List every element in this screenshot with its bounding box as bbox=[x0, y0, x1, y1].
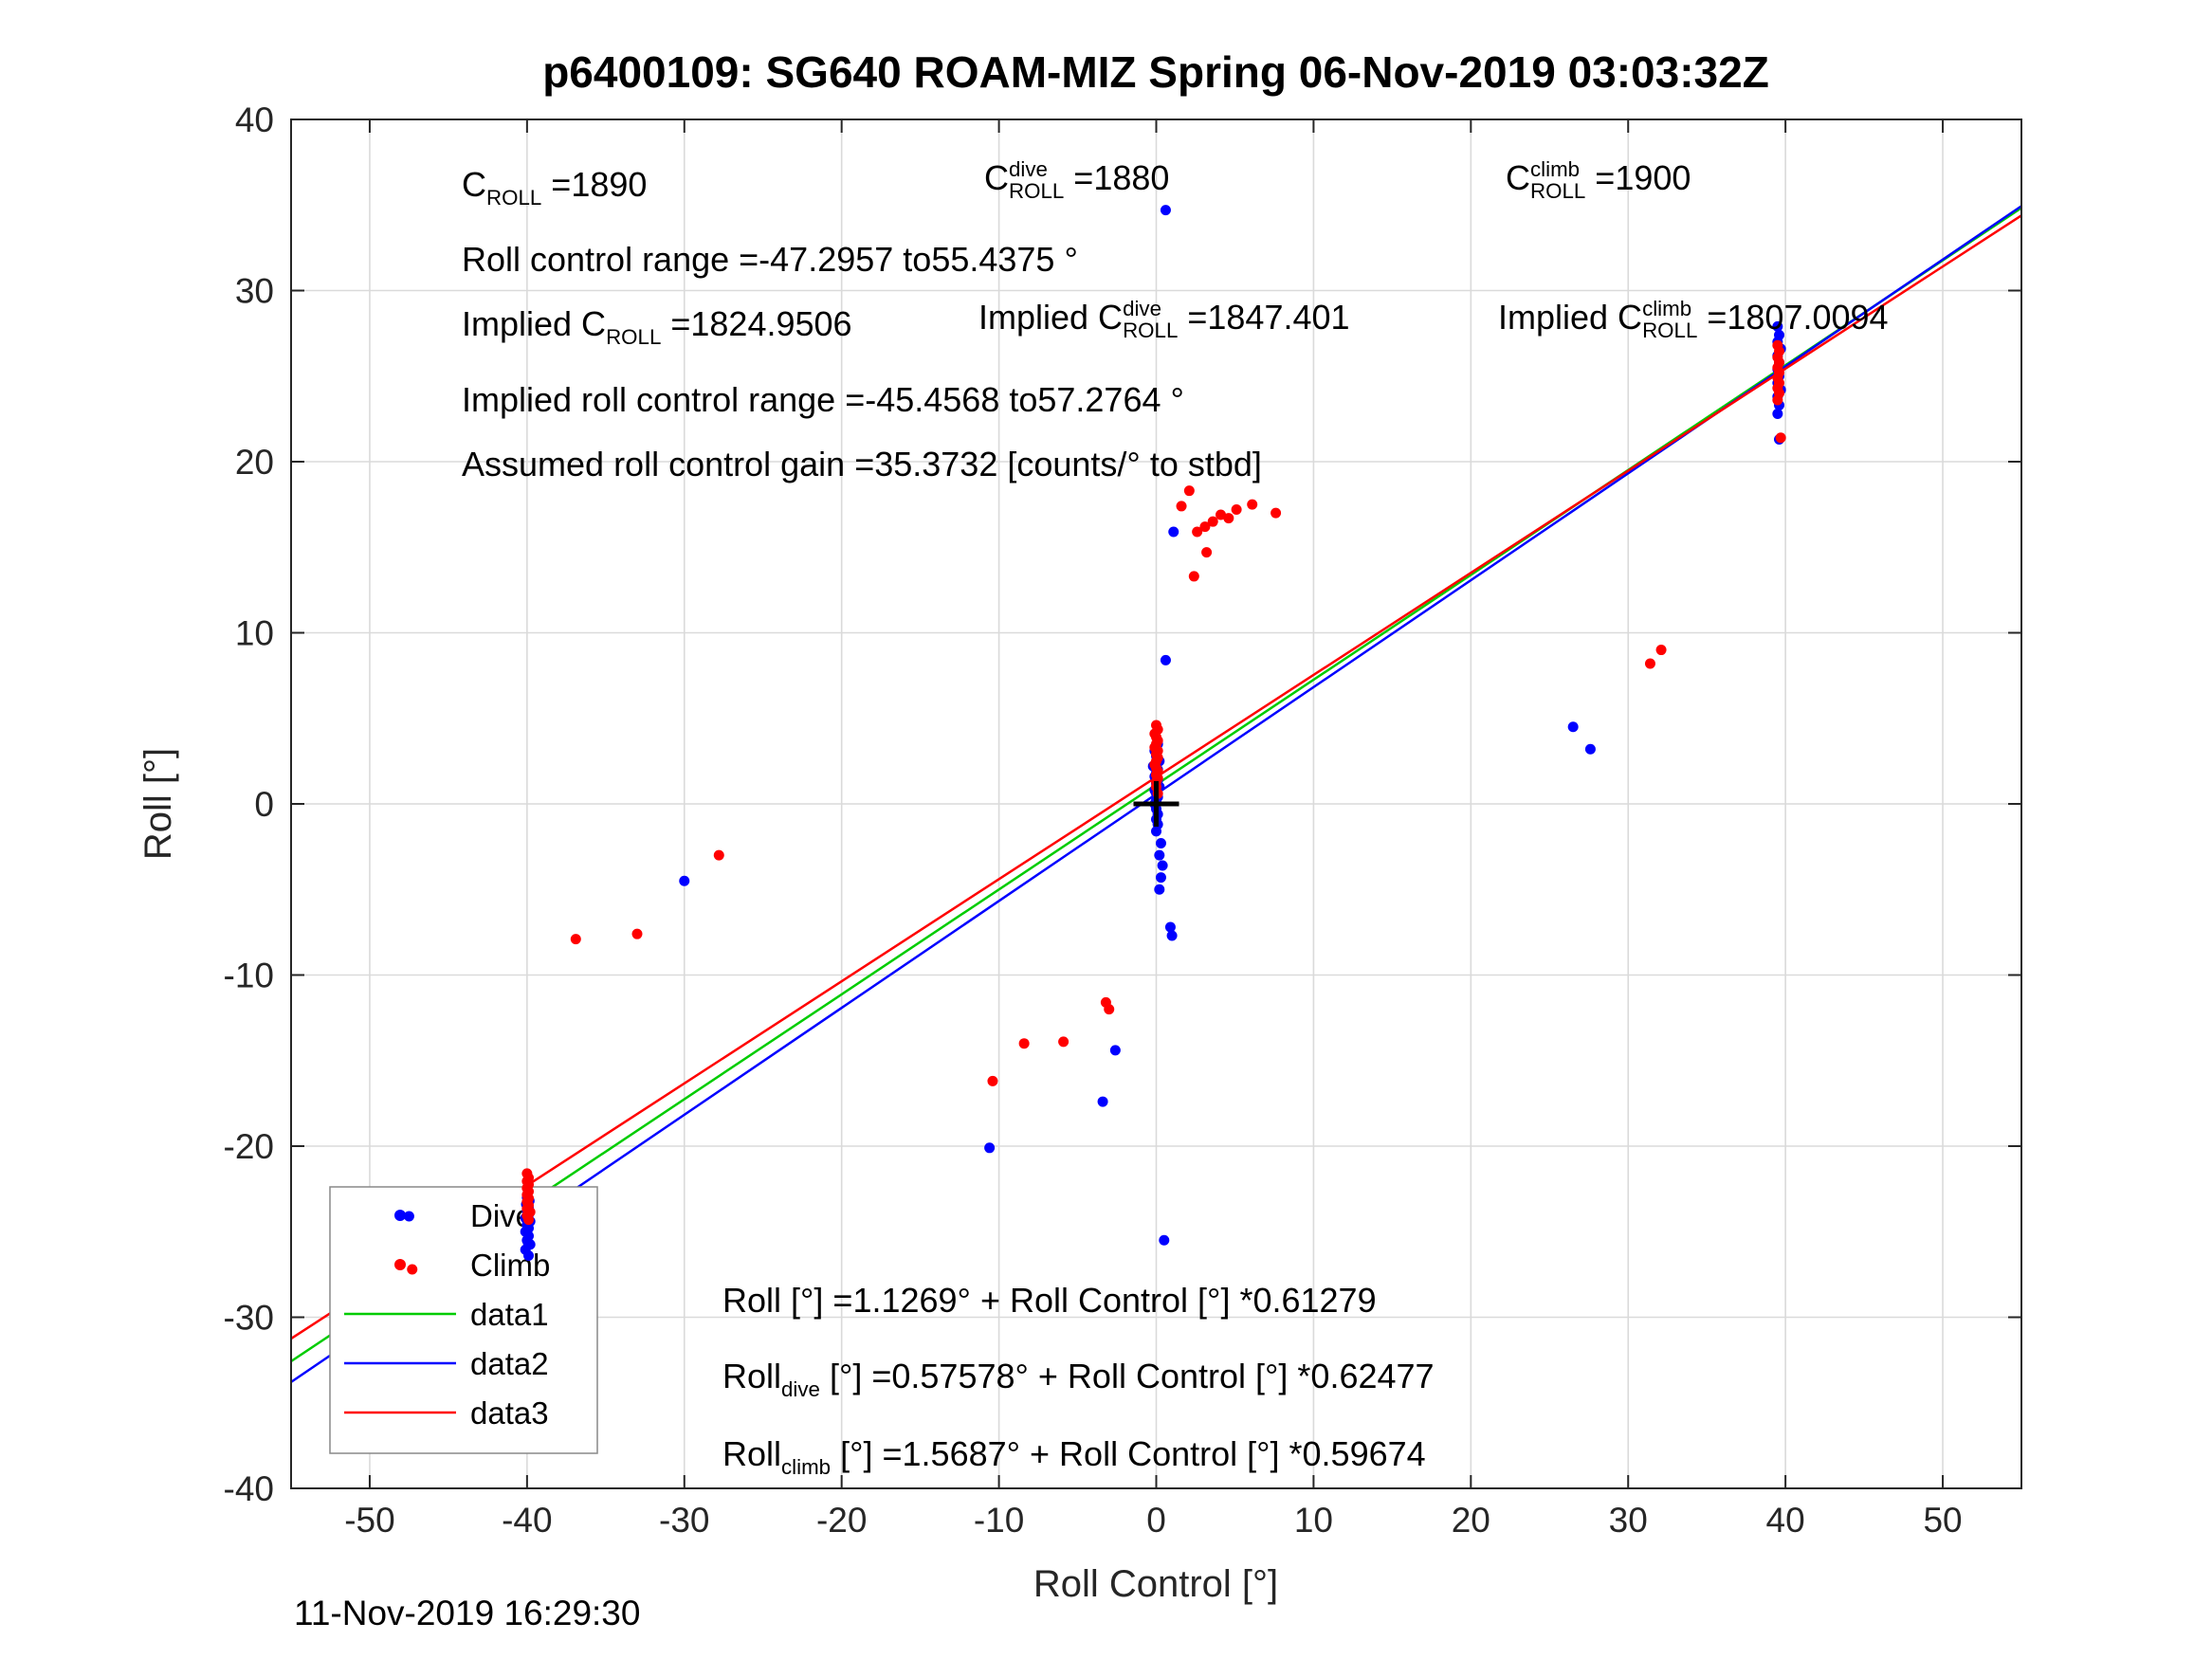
scatter-point-climb bbox=[1018, 1038, 1030, 1049]
scatter-point-climb bbox=[1192, 526, 1203, 538]
scatter-point-climb bbox=[1223, 513, 1234, 524]
scatter-point-dive bbox=[1166, 930, 1178, 941]
scatter-point-climb bbox=[521, 1168, 533, 1179]
scatter-point-dive bbox=[679, 875, 690, 886]
y-tick-label: 40 bbox=[235, 100, 274, 139]
scatter-point-climb bbox=[1247, 499, 1258, 510]
y-tick-label: -40 bbox=[224, 1469, 274, 1508]
scatter-point-dive bbox=[522, 1236, 534, 1248]
scatter-point-dive bbox=[1168, 526, 1179, 538]
scatter-point-dive bbox=[1154, 884, 1165, 895]
scatter-point-dive bbox=[521, 1224, 533, 1235]
scatter-point-climb bbox=[1271, 507, 1282, 519]
y-tick-label: -20 bbox=[224, 1127, 274, 1166]
y-axis-label: Roll [°] bbox=[137, 748, 179, 860]
scatter-point-dive bbox=[1097, 1096, 1108, 1107]
x-tick-label: -20 bbox=[816, 1501, 867, 1540]
x-tick-label: 20 bbox=[1452, 1501, 1490, 1540]
scatter-point-climb bbox=[1176, 501, 1187, 512]
scatter-point-dive bbox=[984, 1142, 996, 1154]
scatter-point-climb bbox=[1775, 432, 1786, 444]
y-tick-label: 30 bbox=[235, 272, 274, 311]
scatter-point-climb bbox=[1644, 658, 1655, 669]
scatter-point-climb bbox=[1772, 394, 1783, 406]
scatter-point-dive bbox=[1772, 408, 1783, 419]
scatter-point-climb bbox=[1188, 571, 1199, 582]
scatter-point-climb bbox=[631, 928, 643, 939]
legend-label-climb: Climb bbox=[470, 1248, 550, 1283]
scatter-point-dive bbox=[1159, 1234, 1170, 1246]
scatter-point-climb bbox=[1207, 516, 1218, 527]
legend-marker-climb bbox=[394, 1259, 406, 1270]
scatter-point-climb bbox=[1231, 504, 1242, 516]
scatter-point-climb bbox=[407, 1264, 418, 1275]
scatter-point-climb bbox=[1183, 485, 1195, 497]
x-tick-label: 0 bbox=[1146, 1501, 1166, 1540]
scatter-point-climb bbox=[1216, 509, 1227, 520]
y-tick-label: 10 bbox=[235, 614, 274, 653]
scatter-point-dive bbox=[1160, 654, 1171, 665]
scatter-point-dive bbox=[1567, 721, 1579, 733]
scatter-point-dive bbox=[1584, 743, 1596, 755]
scatter-point-dive bbox=[1155, 872, 1166, 884]
scatter-point-climb bbox=[570, 934, 581, 945]
legend-label-data2: data2 bbox=[470, 1346, 549, 1381]
scatter-point-dive bbox=[1109, 1045, 1121, 1056]
scatter-point-dive bbox=[1154, 849, 1165, 861]
scatter-point-dive bbox=[1155, 838, 1166, 849]
scatter-point-dive bbox=[403, 1211, 414, 1222]
x-tick-label: 30 bbox=[1609, 1501, 1648, 1540]
scatter-point-dive bbox=[1157, 860, 1168, 871]
x-tick-label: 10 bbox=[1294, 1501, 1333, 1540]
legend-label-data3: data3 bbox=[470, 1395, 549, 1431]
scatter-point-dive bbox=[1772, 320, 1783, 332]
legend-box bbox=[329, 1186, 598, 1454]
scatter-point-climb bbox=[1655, 645, 1667, 656]
scatter-point-climb bbox=[987, 1075, 998, 1086]
x-tick-label: -30 bbox=[659, 1501, 709, 1540]
scatter-point-climb bbox=[1100, 996, 1111, 1008]
scatter-point-climb bbox=[1201, 547, 1213, 558]
x-tick-label: -40 bbox=[502, 1501, 552, 1540]
y-tick-label: 20 bbox=[235, 443, 274, 482]
scatter-point-dive bbox=[1151, 826, 1161, 837]
y-tick-label: 0 bbox=[254, 785, 274, 824]
y-tick-label: -30 bbox=[224, 1299, 274, 1338]
scatter-point-dive bbox=[1160, 205, 1171, 216]
chart-title: p6400109: SG640 ROAM-MIZ Spring 06-Nov-2… bbox=[542, 47, 1769, 97]
scatter-point-climb bbox=[1058, 1036, 1069, 1048]
x-axis-label: Roll Control [°] bbox=[1033, 1563, 1278, 1605]
legend-label-data1: data1 bbox=[470, 1297, 549, 1332]
scatter-point-dive bbox=[1164, 921, 1176, 933]
x-tick-label: -50 bbox=[344, 1501, 394, 1540]
scatter-point-climb bbox=[713, 849, 724, 861]
timestamp: 11-Nov-2019 16:29:30 bbox=[294, 1594, 640, 1632]
x-tick-label: 50 bbox=[1923, 1501, 1962, 1540]
x-tick-label: -10 bbox=[974, 1501, 1024, 1540]
y-tick-label: -10 bbox=[224, 957, 274, 995]
legend-marker-dive bbox=[394, 1210, 406, 1221]
x-tick-label: 40 bbox=[1766, 1501, 1805, 1540]
scatter-point-climb bbox=[1199, 521, 1211, 533]
